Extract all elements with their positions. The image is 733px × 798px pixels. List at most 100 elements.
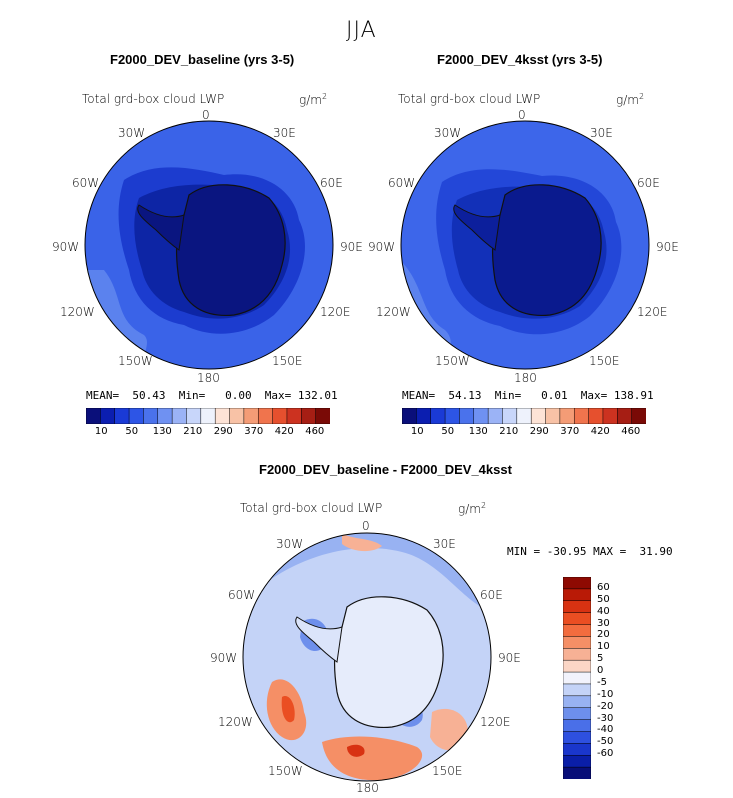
colorbar-4ksst-swatch: [573, 408, 590, 424]
colorbar-diff-labels: 60 50 40 30 20 10 5 0 -5 -10 -20 -30 -40 -50 -60: [597, 577, 637, 779]
colorbar-4ksst-swatch: [502, 408, 518, 424]
map-diff-continent: [333, 596, 444, 729]
colorbar-diff-swatch: [563, 695, 591, 709]
colorbar-diff-swatch: [563, 683, 591, 697]
colorbar-4ksst-swatch: [416, 408, 432, 424]
map-4ksst: [400, 120, 650, 370]
colorbar-diff-tick-label: 40: [597, 605, 610, 617]
colorbar-baseline-swatch: [186, 408, 202, 424]
colorbar-baseline-tick-label: 50: [125, 426, 139, 437]
lon-label-120e: 120E: [637, 305, 668, 319]
figure-title: JJA: [346, 18, 377, 43]
variable-label-baseline: Total grd-box cloud LWP: [82, 92, 225, 106]
colorbar-diff-swatch: [563, 588, 591, 602]
colorbar-diff-swatch: [563, 743, 591, 756]
lon-label-120e: 120E: [320, 305, 351, 319]
colorbar-diff-swatch: [563, 612, 591, 626]
colorbar-baseline-swatch: [229, 408, 245, 424]
lon-label-30e: 30E: [433, 537, 456, 551]
colorbar-4ksst: [402, 408, 646, 424]
colorbar-4ksst-swatch: [473, 408, 489, 424]
panel-title-4ksst: F2000_DEV_4ksst (yrs 3-5): [437, 52, 603, 67]
map-baseline-continent: [175, 184, 286, 317]
colorbar-4ksst-swatch: [559, 408, 575, 424]
map-diff-e-warm: [430, 708, 468, 751]
map-baseline-peninsula: [137, 204, 185, 251]
lon-label-180: 180: [356, 781, 379, 795]
lon-label-30w: 30W: [434, 126, 462, 140]
colorbar-diff-tick-label: -60: [597, 748, 614, 760]
units-label-baseline: g/m2: [299, 92, 328, 107]
lon-label-180: 180: [197, 371, 220, 385]
panel-title-diff: F2000_DEV_baseline - F2000_DEV_4ksst: [259, 462, 512, 477]
colorbar-baseline-swatch: [286, 408, 302, 424]
colorbar-diff-tick-label: -20: [597, 700, 614, 712]
colorbar-4ksst-swatch: [516, 408, 532, 424]
stats-4ksst: MEAN= 54.13 Min= 0.01 Max= 138.91: [402, 389, 654, 402]
lon-label-120w: 120W: [218, 715, 253, 729]
lon-label-90w: 90W: [368, 240, 396, 254]
colorbar-diff-tick-label: 0: [597, 665, 604, 677]
lon-label-0: 0: [518, 108, 526, 122]
lon-label-120e: 120E: [480, 715, 511, 729]
colorbar-baseline-swatch: [301, 408, 317, 424]
colorbar-4ksst-tick-label: 10: [410, 426, 424, 437]
map-diff-w-warm2: [281, 696, 295, 723]
colorbar-4ksst-tick-label: 460: [621, 426, 641, 437]
colorbar-diff-swatch: [563, 766, 591, 779]
colorbar-baseline-swatch: [86, 408, 101, 424]
colorbar-baseline-tick-label: 460: [305, 426, 325, 437]
lon-label-150w: 150W: [118, 354, 153, 368]
colorbar-4ksst-swatch: [631, 408, 646, 424]
colorbar-diff-swatch: [563, 659, 591, 673]
colorbar-diff-tick-label: -10: [597, 688, 614, 700]
colorbar-baseline-swatch: [128, 408, 144, 424]
lon-label-150w: 150W: [268, 764, 303, 778]
stats-diff: MIN = -30.95 MAX = 31.90: [507, 545, 673, 558]
colorbar-4ksst-tick-label: 370: [560, 426, 580, 437]
lon-label-60e: 60E: [320, 176, 343, 190]
colorbar-diff-swatch: [563, 636, 591, 649]
lon-label-150e: 150E: [589, 354, 620, 368]
colorbar-diff-swatch: [563, 600, 591, 614]
stats-baseline: MEAN= 50.43 Min= 0.00 Max= 132.01: [86, 389, 338, 402]
lon-label-60e: 60E: [480, 588, 503, 602]
colorbar-4ksst-swatch: [444, 408, 460, 424]
lon-label-0: 0: [202, 108, 210, 122]
colorbar-4ksst-tick-label: 210: [499, 426, 519, 437]
map-4ksst-peninsula: [453, 204, 501, 251]
colorbar-4ksst-tick-label: 130: [468, 426, 488, 437]
colorbar-baseline-swatch: [100, 408, 116, 424]
lon-label-90e: 90E: [340, 240, 363, 254]
colorbar-diff-tick-label: -5: [597, 676, 607, 688]
colorbar-4ksst-swatch: [545, 408, 561, 424]
lon-label-30e: 30E: [273, 126, 296, 140]
lon-label-0: 0: [362, 519, 370, 533]
colorbar-baseline-swatch: [143, 408, 159, 424]
colorbar-baseline: [86, 408, 330, 424]
map-diff: [242, 532, 492, 782]
lon-label-30w: 30W: [276, 537, 304, 551]
colorbar-diff-tick-label: 10: [597, 641, 610, 653]
variable-label-diff: Total grd-box cloud LWP: [240, 501, 383, 515]
colorbar-4ksst-tick-label: 50: [441, 426, 455, 437]
colorbar-4ksst-swatch: [487, 408, 504, 424]
colorbar-4ksst-swatch: [588, 408, 604, 424]
colorbar-diff-tick-label: -30: [597, 712, 614, 724]
units-label-diff: g/m2: [458, 501, 487, 516]
map-diff-peninsula: [295, 616, 343, 663]
units-label-4ksst: g/m2: [616, 92, 645, 107]
colorbar-baseline-swatch: [315, 408, 330, 424]
variable-label-4ksst: Total grd-box cloud LWP: [398, 92, 541, 106]
lon-label-180: 180: [514, 371, 537, 385]
colorbar-4ksst-swatch: [617, 408, 633, 424]
colorbar-baseline-swatch: [272, 408, 288, 424]
colorbar-baseline-labels: 10 50 130 210 290 370 420 460: [86, 426, 330, 440]
colorbar-baseline-swatch: [243, 408, 259, 424]
map-baseline: [84, 120, 334, 370]
colorbar-diff-tick-label: 60: [597, 581, 610, 593]
map-4ksst-continent: [491, 184, 602, 317]
colorbar-4ksst-swatch: [402, 408, 417, 424]
colorbar-diff-tick-label: 5: [597, 653, 604, 665]
colorbar-diff-swatch: [563, 671, 591, 685]
